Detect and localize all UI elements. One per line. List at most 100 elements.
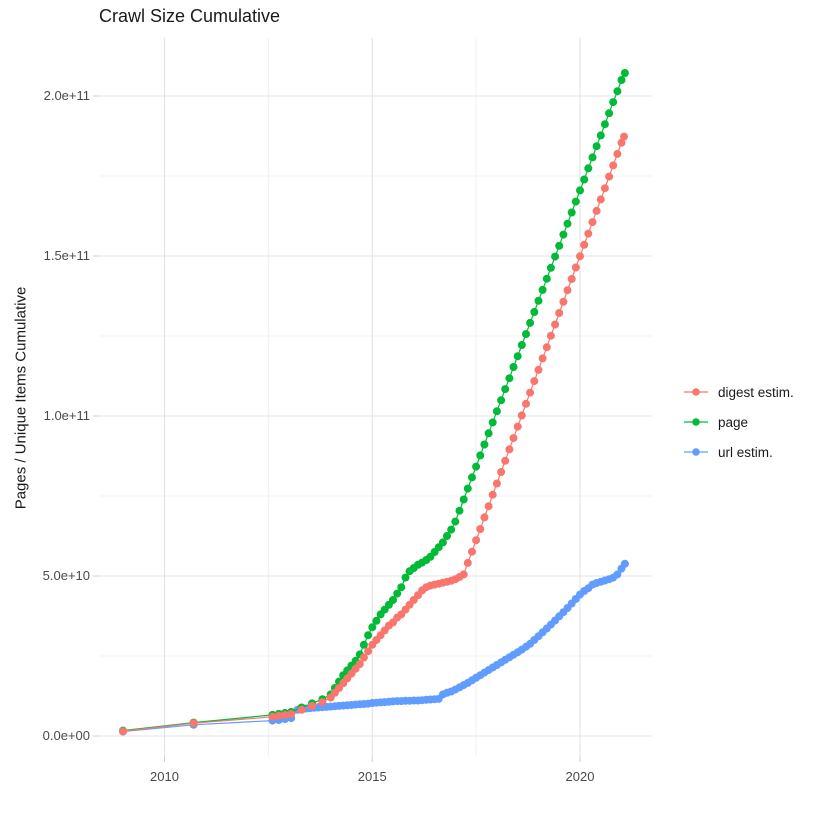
data-point <box>368 623 377 632</box>
legend-label-digest-estim: digest estim. <box>718 384 794 400</box>
data-point <box>588 153 597 162</box>
y-axis-title: Pages / Unique Items Cumulative <box>12 286 30 510</box>
data-point <box>468 547 476 556</box>
data-point <box>355 660 364 668</box>
data-point <box>401 573 410 582</box>
data-point <box>189 719 198 728</box>
data-point <box>513 352 522 361</box>
legend-key-page-icon <box>684 418 708 426</box>
data-point <box>620 132 628 141</box>
data-point <box>505 374 514 383</box>
data-point <box>492 479 501 488</box>
data-point <box>517 411 526 420</box>
data-point <box>609 161 618 170</box>
data-point <box>488 418 497 427</box>
data-point <box>287 709 296 718</box>
data-point <box>451 517 460 526</box>
data-point <box>297 705 306 714</box>
legend-item-digest-estim: digest estim. <box>683 381 794 403</box>
data-point <box>364 647 373 656</box>
data-point <box>592 206 601 215</box>
data-point <box>534 365 543 374</box>
data-point <box>517 341 526 349</box>
data-point <box>459 495 468 504</box>
data-point <box>551 252 560 261</box>
data-point <box>546 263 555 272</box>
data-point <box>592 142 601 151</box>
legend-item-url-estim: url estim. <box>683 441 794 463</box>
data-point <box>530 377 539 386</box>
data-point <box>563 219 572 228</box>
data-point <box>492 407 501 416</box>
data-point <box>567 208 576 217</box>
data-point <box>600 184 609 193</box>
data-point <box>620 69 629 77</box>
data-point <box>443 532 451 540</box>
data-point <box>580 240 589 249</box>
data-point <box>596 195 605 204</box>
data-point <box>559 297 568 306</box>
data-point <box>576 252 584 261</box>
data-point <box>497 396 506 405</box>
data-point <box>600 120 609 129</box>
series-line <box>122 72 626 732</box>
legend-key-dot <box>692 388 700 396</box>
data-point <box>584 229 593 238</box>
data-point <box>530 308 539 316</box>
y-tick-label: 2.0e+11 <box>43 88 90 103</box>
y-tick-label: 1.0e+11 <box>43 408 90 423</box>
data-point <box>538 285 547 294</box>
data-point <box>397 583 406 592</box>
data-point <box>617 138 626 147</box>
data-point <box>526 318 535 327</box>
data-point <box>472 536 481 545</box>
y-tick-label: 1.5e+11 <box>43 248 90 263</box>
data-point <box>468 473 476 482</box>
data-point <box>551 320 560 329</box>
data-point <box>308 701 316 710</box>
x-tick-label: 2020 <box>565 769 595 784</box>
data-point <box>372 616 381 625</box>
data-point <box>476 451 485 460</box>
data-point <box>555 241 564 250</box>
data-point <box>538 354 547 363</box>
data-point <box>567 275 576 283</box>
data-point <box>497 468 506 476</box>
data-point <box>584 164 593 173</box>
data-point <box>268 712 277 721</box>
series-digest-estim <box>119 132 628 736</box>
data-point <box>463 558 472 567</box>
data-point <box>546 331 555 340</box>
data-point <box>484 429 493 438</box>
data-point <box>359 653 368 662</box>
data-point <box>522 399 530 408</box>
x-tick-label: 2010 <box>150 769 179 784</box>
data-point <box>480 513 489 522</box>
data-point <box>274 711 283 720</box>
data-point <box>484 502 493 511</box>
data-point <box>119 727 127 736</box>
data-point <box>576 186 584 195</box>
data-point <box>555 309 564 317</box>
data-point <box>501 385 510 394</box>
data-point <box>559 230 568 239</box>
data-point <box>364 631 373 640</box>
data-point <box>596 131 605 140</box>
data-point <box>501 456 510 465</box>
data-point <box>526 388 535 397</box>
data-point <box>455 506 464 515</box>
legend-key-dot <box>692 448 700 456</box>
data-point <box>522 330 530 339</box>
data-point <box>542 274 551 283</box>
legend-item-page: page <box>683 411 794 433</box>
x-tick-label: 2015 <box>357 769 387 784</box>
data-point <box>605 109 614 118</box>
data-point <box>447 525 456 534</box>
data-point <box>513 422 522 431</box>
data-point <box>617 76 626 84</box>
data-point <box>613 149 622 158</box>
data-point <box>613 87 622 96</box>
data-point <box>480 440 489 449</box>
data-point <box>509 434 518 443</box>
data-point <box>389 596 397 604</box>
